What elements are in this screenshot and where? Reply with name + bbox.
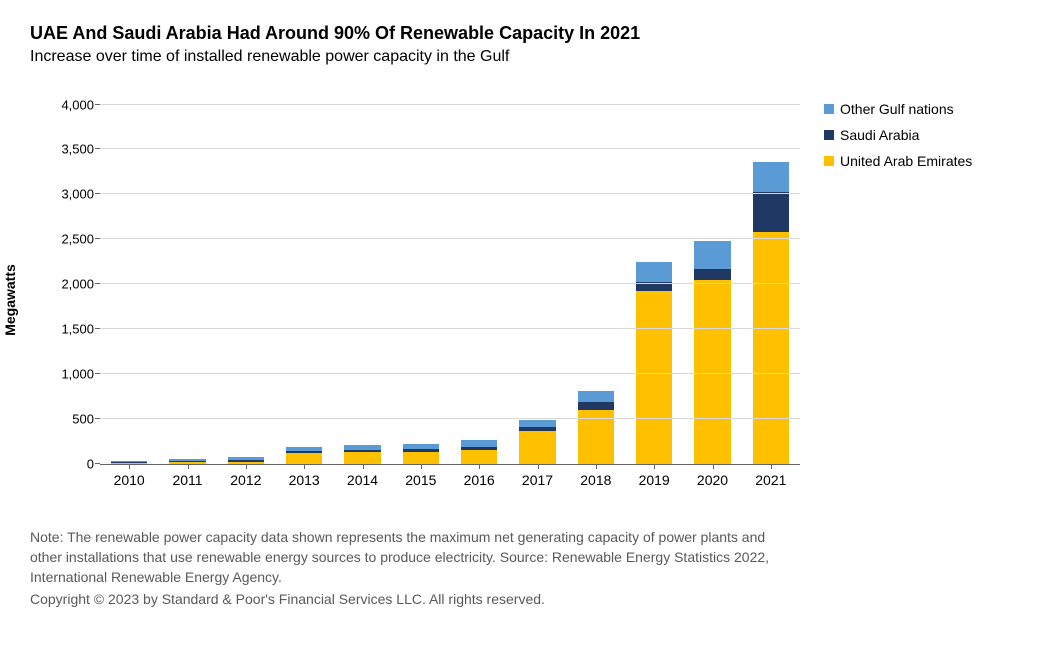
y-tick-mark: [95, 193, 100, 194]
bar-segment: [694, 241, 730, 269]
chart-title: UAE And Saudi Arabia Had Around 90% Of R…: [30, 22, 1016, 45]
bar-segment: [636, 262, 672, 282]
bar-segment: [344, 452, 380, 464]
chart-area: Megawatts 05001,0001,5002,0002,5003,0003…: [40, 105, 800, 495]
grid-line: [100, 283, 800, 284]
x-tick-mark: [246, 464, 247, 469]
y-axis-label: Megawatts: [2, 264, 18, 336]
bar-segment: [461, 440, 497, 447]
x-tick-mark: [363, 464, 364, 469]
bar-segment: [694, 269, 730, 280]
footnote-note: Note: The renewable power capacity data …: [30, 527, 790, 588]
y-tick-label: 1,500: [39, 321, 100, 336]
grid-line: [100, 238, 800, 239]
x-tick-mark: [654, 464, 655, 469]
y-tick-label: 0: [39, 456, 100, 471]
bars-container: [100, 105, 800, 464]
legend-item: Saudi Arabia: [824, 127, 1004, 143]
x-tick-mark: [538, 464, 539, 469]
y-tick-label: 2,500: [39, 232, 100, 247]
x-tick-mark: [129, 464, 130, 469]
y-tick-label: 2,000: [39, 277, 100, 292]
x-tick-mark: [771, 464, 772, 469]
x-tick-mark: [188, 464, 189, 469]
legend-label: United Arab Emirates: [840, 153, 972, 169]
bar-segment: [461, 450, 497, 463]
y-tick-label: 3,000: [39, 187, 100, 202]
plot-area: 05001,0001,5002,0002,5003,0003,5004,0002…: [100, 105, 800, 465]
bar-segment: [578, 402, 614, 410]
legend-swatch: [824, 156, 834, 166]
y-tick-mark: [95, 148, 100, 149]
y-tick-mark: [95, 328, 100, 329]
legend-label: Saudi Arabia: [840, 127, 919, 143]
grid-line: [100, 104, 800, 105]
bar-segment: [286, 453, 322, 464]
y-tick-label: 500: [39, 411, 100, 426]
legend-label: Other Gulf nations: [840, 101, 954, 117]
legend-item: United Arab Emirates: [824, 153, 1004, 169]
bar-segment: [694, 280, 730, 464]
bar-group: [344, 445, 380, 464]
y-tick-mark: [95, 373, 100, 374]
grid-line: [100, 193, 800, 194]
legend-swatch: [824, 104, 834, 114]
chart-row: Megawatts 05001,0001,5002,0002,5003,0003…: [30, 105, 1016, 495]
footnote: Note: The renewable power capacity data …: [30, 527, 790, 610]
y-tick-mark: [95, 283, 100, 284]
bar-segment: [403, 452, 439, 464]
bar-segment: [753, 162, 789, 193]
x-tick-mark: [713, 464, 714, 469]
bar-group: [578, 391, 614, 464]
y-tick-mark: [95, 418, 100, 419]
bar-segment: [753, 192, 789, 231]
legend-item: Other Gulf nations: [824, 101, 1004, 117]
chart-subtitle: Increase over time of installed renewabl…: [30, 47, 1016, 67]
bar-group: [286, 447, 322, 464]
bar-group: [519, 420, 555, 464]
y-tick-mark: [95, 238, 100, 239]
y-tick-mark: [95, 463, 100, 464]
bar-group: [694, 241, 730, 464]
grid-line: [100, 418, 800, 419]
footnote-copyright: Copyright © 2023 by Standard & Poor's Fi…: [30, 589, 790, 609]
bar-group: [636, 262, 672, 463]
grid-line: [100, 373, 800, 374]
bar-group: [461, 440, 497, 463]
bar-segment: [519, 420, 555, 427]
bar-segment: [636, 291, 672, 463]
legend: Other Gulf nations Saudi Arabia United Ara…: [824, 101, 1004, 495]
x-tick-mark: [596, 464, 597, 469]
legend-swatch: [824, 130, 834, 140]
y-tick-mark: [95, 104, 100, 105]
bar-segment: [578, 391, 614, 402]
x-tick-mark: [304, 464, 305, 469]
bar-group: [403, 444, 439, 463]
bar-segment: [753, 232, 789, 464]
y-tick-label: 4,000: [39, 97, 100, 112]
y-tick-label: 3,500: [39, 142, 100, 157]
grid-line: [100, 328, 800, 329]
x-tick-mark: [479, 464, 480, 469]
bar-segment: [519, 431, 555, 463]
grid-line: [100, 148, 800, 149]
x-tick-mark: [421, 464, 422, 469]
page-root: UAE And Saudi Arabia Had Around 90% Of R…: [0, 0, 1046, 667]
y-tick-label: 1,000: [39, 366, 100, 381]
